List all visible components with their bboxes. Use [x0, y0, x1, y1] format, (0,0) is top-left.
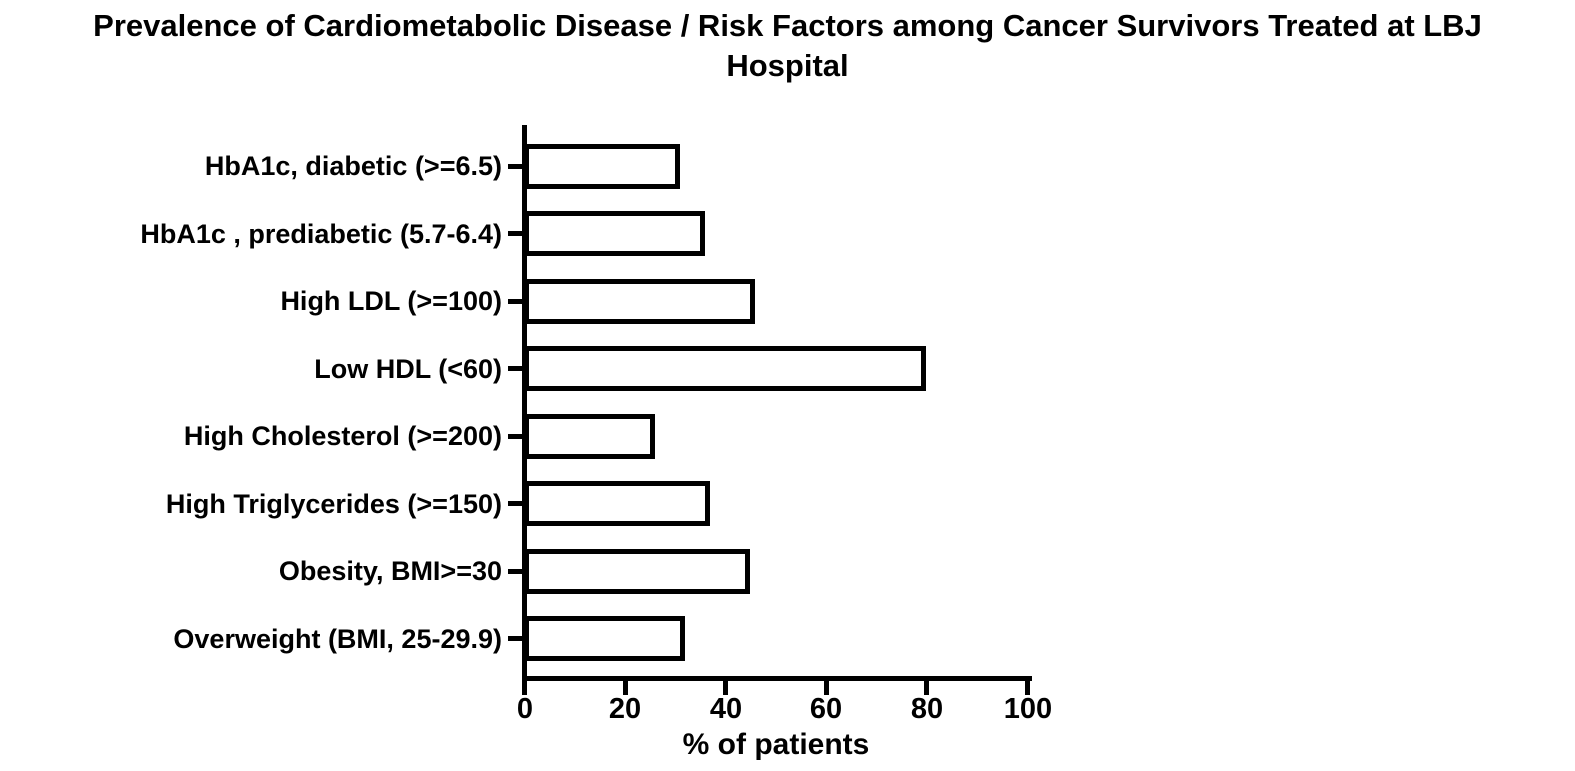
bar: [524, 279, 755, 324]
chart-title-line-2: Hospital: [726, 48, 849, 83]
y-axis-line: [522, 125, 527, 681]
x-tick: [522, 676, 527, 695]
category-label: High LDL (>=100): [280, 286, 502, 316]
category-tick: [508, 636, 522, 641]
category-tick: [508, 299, 522, 304]
category-tick: [508, 501, 522, 506]
category-tick: [508, 569, 522, 574]
x-tick: [623, 676, 628, 695]
bar: [524, 414, 655, 459]
x-tick: [824, 676, 829, 695]
category-label: HbA1c , prediabetic (5.7-6.4): [140, 218, 502, 249]
x-tick: [924, 676, 929, 695]
bar: [524, 481, 710, 526]
category-label: High Cholesterol (>=200): [183, 421, 502, 451]
category-label: High Triglycerides (>=150): [165, 488, 502, 519]
x-tick-label: 40: [709, 693, 743, 725]
bar: [524, 144, 680, 189]
bar: [524, 211, 705, 256]
category-tick: [508, 434, 522, 439]
x-tick-label: 100: [1003, 693, 1053, 725]
chart-title: Prevalence of Cardiometabolic Disease / …: [0, 6, 1575, 86]
x-axis-line: [522, 676, 1032, 681]
category-label: Obesity, BMI>=30: [278, 556, 502, 586]
category-label: HbA1c, diabetic (>=6.5): [204, 151, 502, 181]
category-label: Overweight (BMI, 25-29.9): [173, 623, 502, 654]
x-tick-label: 20: [608, 693, 642, 725]
category-tick: [508, 164, 522, 169]
category-label: Low HDL (<60): [314, 353, 502, 384]
x-tick: [723, 676, 728, 695]
x-tick-label: 0: [516, 693, 534, 725]
bar: [524, 346, 926, 391]
x-axis-title: % of patients: [682, 728, 870, 761]
category-tick: [508, 231, 522, 236]
category-tick: [508, 366, 522, 371]
bar: [524, 616, 685, 661]
bar: [524, 549, 750, 594]
x-tick-label: 80: [910, 693, 944, 725]
chart-title-line-1: Prevalence of Cardiometabolic Disease / …: [93, 8, 1482, 43]
x-tick-label: 60: [809, 693, 843, 725]
x-tick: [1025, 676, 1030, 695]
